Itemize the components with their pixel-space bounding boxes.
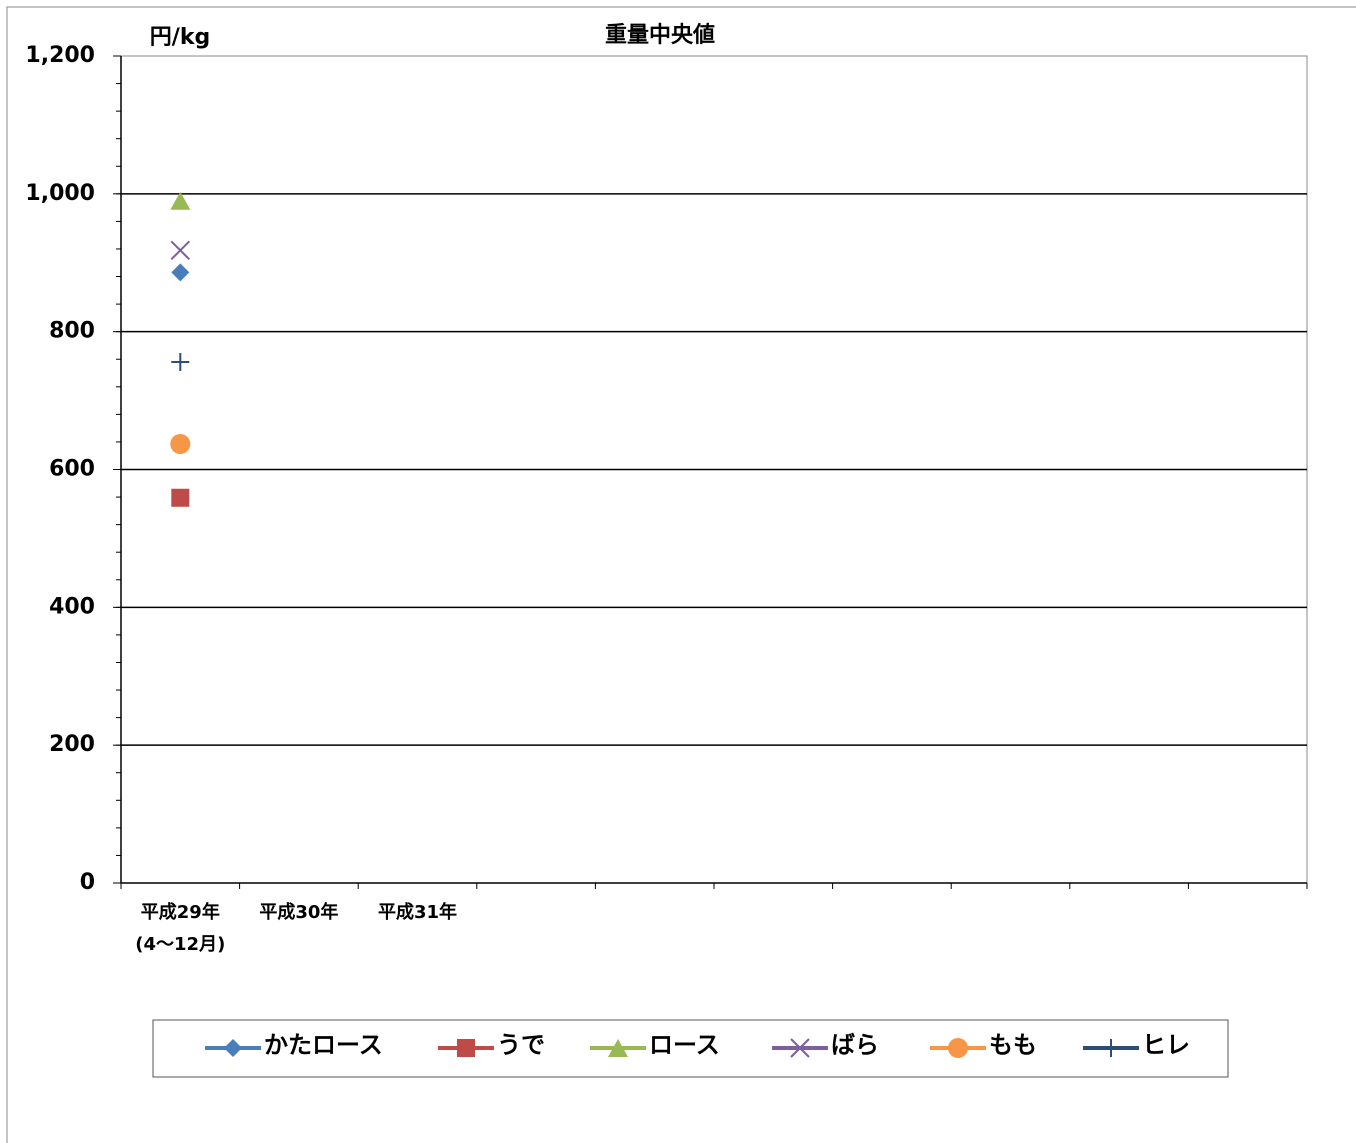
x-tick-label: 平成31年 (377, 902, 458, 923)
legend-label: かたロース (264, 1031, 383, 1059)
legend-label: もも (989, 1031, 1037, 1059)
x-tick-label: 平成30年 (259, 902, 339, 923)
marker (1102, 1039, 1120, 1057)
y-tick-label: 1,000 (25, 181, 95, 206)
y-tick-label: 800 (49, 319, 95, 344)
marker (170, 434, 191, 455)
y-tick-label: 0 (80, 870, 95, 895)
y-tick-label: 1,200 (25, 43, 95, 68)
legend-label: ヒレ (1142, 1031, 1190, 1059)
y-unit: 円/kg (150, 25, 210, 50)
marker (170, 191, 191, 210)
marker (171, 352, 190, 371)
marker (948, 1038, 968, 1058)
marker (790, 1038, 810, 1058)
legend-label: うで (497, 1031, 545, 1059)
legend-label: ばら (831, 1031, 879, 1059)
marker (224, 1039, 242, 1057)
chart-title: 重量中央値 (605, 22, 715, 48)
marker (608, 1039, 628, 1057)
marker (457, 1039, 475, 1057)
y-tick-label: 400 (49, 594, 95, 619)
x-tick-label: 平成29年 (4～12月) (135, 902, 226, 955)
legend-box (152, 1019, 1229, 1078)
y-tick-label: 600 (49, 457, 95, 482)
chart-frame (6, 6, 1356, 1143)
marker (170, 240, 191, 261)
marker (171, 263, 190, 282)
marker (171, 488, 190, 507)
legend-label: ロース (649, 1031, 720, 1059)
y-tick-label: 200 (49, 732, 95, 757)
